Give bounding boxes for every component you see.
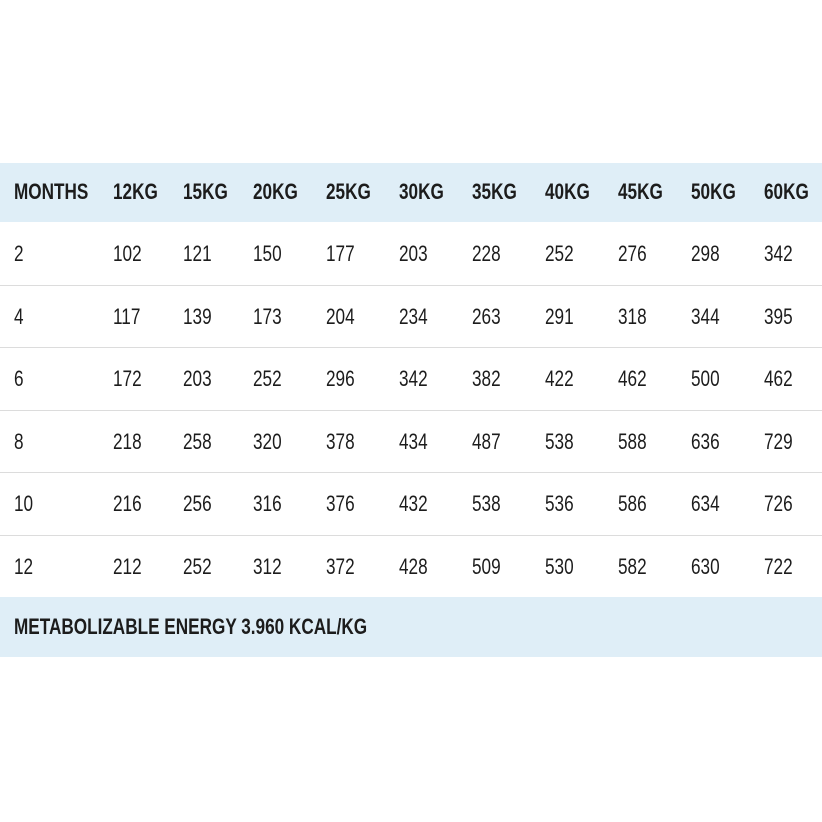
header-band: [0, 163, 822, 222]
table-cell: 378: [326, 429, 355, 454]
table-cell: 588: [618, 429, 647, 454]
table-cell: 228: [472, 241, 501, 266]
table-cell: 422: [545, 366, 574, 391]
row-separator: [0, 347, 822, 348]
header-cell: 45KG: [618, 179, 663, 204]
table-cell: 342: [399, 366, 428, 391]
header-cell: 60KG: [764, 179, 809, 204]
table-cell: 316: [253, 491, 282, 516]
table-cell: 298: [691, 241, 720, 266]
table-cell: 320: [253, 429, 282, 454]
header-cell: 35KG: [472, 179, 517, 204]
header-cell: 40KG: [545, 179, 590, 204]
row-separator: [0, 285, 822, 286]
table-cell: 258: [183, 429, 212, 454]
table-cell: 487: [472, 429, 501, 454]
table-cell: 12: [14, 554, 34, 579]
table-cell: 382: [472, 366, 501, 391]
table-cell: 252: [253, 366, 282, 391]
row-separator: [0, 410, 822, 411]
table-cell: 538: [545, 429, 574, 454]
table-cell: 722: [764, 554, 793, 579]
table-cell: 726: [764, 491, 793, 516]
table-cell: 630: [691, 554, 720, 579]
table-cell: 172: [113, 366, 142, 391]
table-cell: 395: [764, 304, 793, 329]
table-cell: 636: [691, 429, 720, 454]
footer-band: [0, 597, 822, 657]
table-cell: 582: [618, 554, 647, 579]
table-cell: 462: [618, 366, 647, 391]
table-cell: 2: [14, 241, 24, 266]
table-cell: 256: [183, 491, 212, 516]
table-cell: 729: [764, 429, 793, 454]
table-cell: 462: [764, 366, 793, 391]
table-cell: 509: [472, 554, 501, 579]
table-cell: 102: [113, 241, 142, 266]
header-cell: 50KG: [691, 179, 736, 204]
table-cell: 634: [691, 491, 720, 516]
header-cell: 30KG: [399, 179, 444, 204]
table-cell: 150: [253, 241, 282, 266]
table-cell: 312: [253, 554, 282, 579]
table-cell: 177: [326, 241, 355, 266]
table-cell: 500: [691, 366, 720, 391]
table-cell: 342: [764, 241, 793, 266]
table-cell: 432: [399, 491, 428, 516]
table-cell: 117: [113, 304, 141, 329]
table-cell: 318: [618, 304, 647, 329]
table-cell: 218: [113, 429, 142, 454]
table-cell: 344: [691, 304, 720, 329]
row-separator: [0, 535, 822, 536]
header-cell: 25KG: [326, 179, 371, 204]
table-cell: 276: [618, 241, 647, 266]
table-cell: 4: [14, 304, 24, 329]
table-cell: 203: [399, 241, 428, 266]
table-cell: 173: [253, 304, 282, 329]
table-cell: 203: [183, 366, 212, 391]
table-cell: 372: [326, 554, 355, 579]
table-cell: 291: [545, 304, 574, 329]
table-cell: 216: [113, 491, 142, 516]
table-cell: 536: [545, 491, 574, 516]
table-cell: 6: [14, 366, 24, 391]
header-cell: MONTHS: [14, 179, 89, 204]
row-separator: [0, 472, 822, 473]
table-cell: 204: [326, 304, 355, 329]
table-cell: 376: [326, 491, 355, 516]
table-cell: 428: [399, 554, 428, 579]
header-cell: 15KG: [183, 179, 228, 204]
table-cell: 252: [183, 554, 212, 579]
footer-text: METABOLIZABLE ENERGY 3.960 KCAL/KG: [14, 614, 368, 639]
header-cell: 20KG: [253, 179, 298, 204]
header-cell: 12KG: [113, 179, 158, 204]
table-cell: 139: [183, 304, 212, 329]
table-cell: 263: [472, 304, 501, 329]
table-cell: 296: [326, 366, 355, 391]
table-cell: 10: [14, 491, 34, 516]
table-cell: 586: [618, 491, 647, 516]
table-cell: 252: [545, 241, 574, 266]
table-cell: 234: [399, 304, 428, 329]
table-cell: 212: [113, 554, 142, 579]
table-cell: 530: [545, 554, 574, 579]
table-cell: 121: [183, 241, 212, 266]
table-cell: 538: [472, 491, 501, 516]
table-cell: 434: [399, 429, 428, 454]
table-cell: 8: [14, 429, 24, 454]
